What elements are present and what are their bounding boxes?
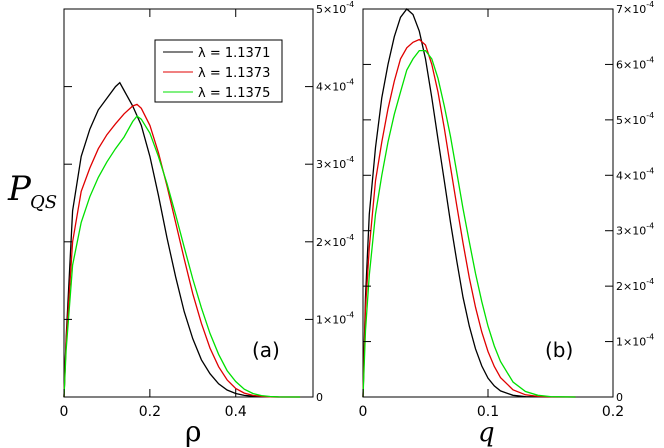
panel-a-x-tick-label: 0.2	[139, 404, 161, 420]
y-axis-title: P QS	[7, 169, 57, 213]
panel-b-y-tick-label: 0	[616, 391, 623, 404]
panel-a-y-tick-label: 5×10-4	[316, 0, 354, 16]
panel-a-series-1-line	[63, 81, 301, 398]
panel-b-series-2-line	[362, 38, 576, 398]
panel-a-label: (a)	[252, 338, 280, 362]
panel-a-series-3-line	[63, 115, 301, 398]
panel-a-y-ticks: 0 1×10-4 2×10-4 3×10-4 4×10-4 5×10-4	[64, 0, 354, 404]
legend-label-1: λ = 1.1371	[198, 46, 270, 61]
panel-b-y-tick-label: 5×10-4	[616, 111, 654, 127]
panel-b: 0 0.1 0.2 0 1×10-4 2×10-4 3×10-4 4×10-4 5×10-4 6…	[359, 0, 655, 448]
panel-b-y-tick-label: 4×10-4	[616, 166, 654, 182]
panel-a-y-tick-label: 1×10-4	[316, 310, 354, 326]
panel-b-x-tick-label: 0.2	[602, 404, 624, 420]
y-axis-title-main: P	[7, 169, 32, 209]
panel-b-y-tick-label: 7×10-4	[616, 0, 654, 16]
panel-b-y-tick-label: 2×10-4	[616, 277, 654, 293]
panel-b-curves	[362, 8, 576, 398]
legend-label-2: λ = 1.1373	[198, 66, 270, 81]
panel-b-label: (b)	[545, 338, 573, 362]
panel-b-x-tick-label: 0	[359, 404, 368, 420]
panel-a-y-tick-label: 3×10-4	[316, 155, 354, 171]
panel-b-frame	[362, 8, 614, 398]
panel-b-x-ticks: 0 0.1 0.2	[359, 9, 624, 420]
panel-a-y-tick-label: 2×10-4	[316, 233, 354, 249]
panel-b-x-tick-label: 0.1	[477, 404, 499, 420]
panel-a: 0 0.2 0.4 01×10-42×10-43×10-44×10-45×10-4 …	[60, 0, 355, 448]
panel-a-x-tick-label: 0.4	[225, 404, 247, 420]
panel-b-series-3-line	[362, 49, 576, 398]
panel-a-x-axis-title: ρ	[185, 415, 201, 448]
panel-b-y-tick-label: 1×10-4	[616, 333, 654, 349]
panel-b-x-axis-title: q	[478, 418, 495, 448]
panel-b-series-1-line	[362, 8, 576, 398]
panel-b-y-tick-label: 6×10-4	[616, 55, 654, 71]
panel-b-y-ticks: 0 1×10-4 2×10-4 3×10-4 4×10-4 5×10-4 6×10-4 7×1…	[363, 0, 654, 404]
panel-b-y-tick-label: 3×10-4	[616, 222, 654, 238]
panel-a-x-ticks: 0 0.2 0.4	[60, 9, 247, 420]
panel-a-frame	[63, 8, 314, 398]
panel-a-curves	[63, 81, 301, 398]
panel-a-y-tick-label: 4×10-4	[316, 78, 354, 94]
y-axis-title-sub: QS	[30, 192, 57, 213]
panel-a-x-tick-label: 0	[60, 404, 69, 420]
panel-a-y-tick-label: 0	[316, 391, 323, 404]
legend-label-3: λ = 1.1375	[198, 86, 270, 101]
legend: λ = 1.1371 λ = 1.1373 λ = 1.1375	[154, 39, 283, 103]
